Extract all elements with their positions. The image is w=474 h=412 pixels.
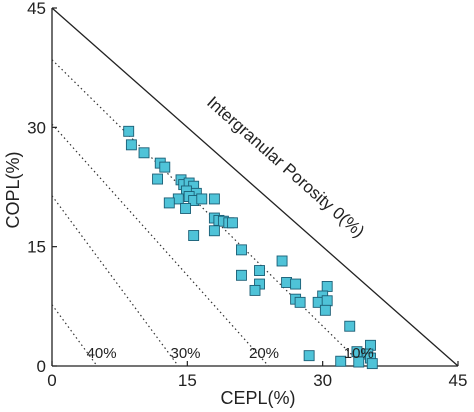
porosity-line-3 [51,123,269,367]
data-point [152,173,164,185]
data-point [290,278,302,290]
data-point [188,230,200,241]
y-axis-label: COPL(%) [3,151,23,228]
porosity-line-label-4: 10% [344,345,374,362]
porosity-line-2 [51,195,179,367]
y-tick-label: 0 [37,357,46,376]
data-point [159,161,171,173]
data-point [303,350,315,362]
data-point [249,284,261,296]
data-point [236,269,247,281]
data-point [208,193,220,205]
data-point [123,125,135,137]
x-tick-label: 15 [178,371,197,390]
data-point [125,139,137,151]
data-point [321,280,333,292]
data-point [276,255,288,267]
y-tick-label: 30 [27,118,46,137]
data-point [226,217,238,229]
data-point [172,193,184,205]
porosity-line-label-3: 20% [249,345,279,362]
data-point [163,197,175,209]
x-tick-label: 0 [47,371,56,390]
porosity-line-label-1: 40% [87,345,117,362]
y-tick-label: 15 [27,238,46,257]
y-tick-label: 45 [27,0,46,18]
data-point [254,265,265,276]
data-point [236,244,247,256]
x-tick-label: 45 [449,371,468,390]
x-axis-label: CEPL(%) [220,388,295,408]
data-point [353,356,365,368]
data-point [321,295,333,307]
data-point [208,225,220,237]
data-point [138,147,150,159]
x-tick-label: 30 [313,371,332,390]
porosity-line-label-2: 30% [171,345,201,362]
data-point [281,277,293,288]
data-point [335,355,347,367]
porosity-line-4 [51,59,364,367]
data-point [196,193,208,205]
data-point [344,320,356,332]
data-point [294,296,306,308]
data-point [319,304,331,316]
porosity-line-1 [51,304,98,367]
porosity-0-boundary-line [51,7,459,367]
data-point [366,358,378,370]
data-point [180,203,191,214]
